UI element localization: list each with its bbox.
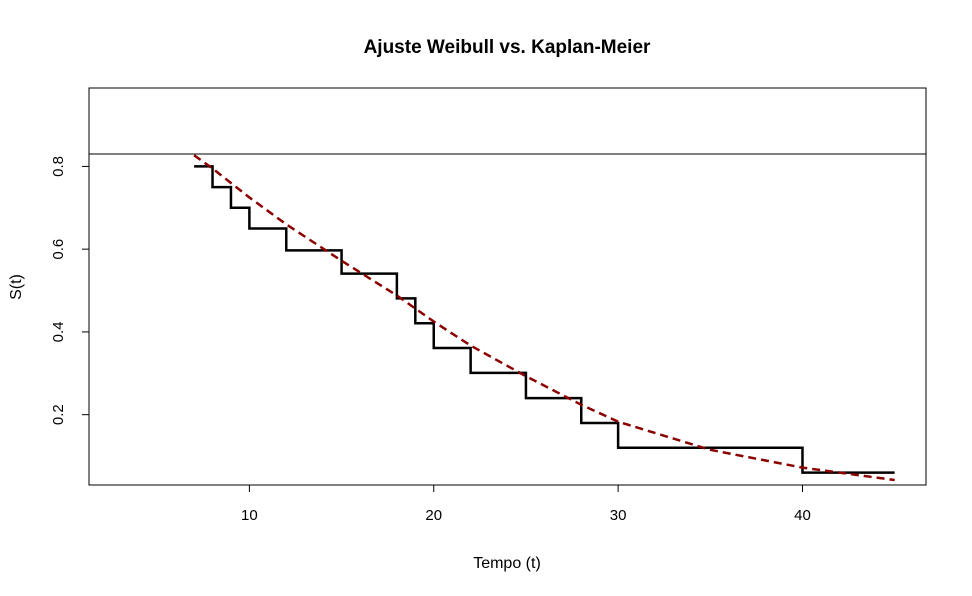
x-axis-label: Tempo (t) bbox=[473, 555, 541, 572]
series-layer bbox=[193, 154, 895, 482]
y-axis: 0.2 0.4 0.6 0.8 bbox=[50, 156, 89, 425]
y-axis-label: S(t) bbox=[8, 274, 25, 300]
y-tick-label: 0.2 bbox=[50, 404, 67, 425]
y-tick-label: 0.6 bbox=[50, 239, 67, 260]
chart-title: Ajuste Weibull vs. Kaplan-Meier bbox=[364, 37, 651, 58]
x-tick-label: 40 bbox=[794, 507, 811, 524]
y-tick-label: 0.8 bbox=[50, 156, 67, 177]
km-step-line bbox=[194, 165, 895, 474]
x-axis: 10 20 30 40 bbox=[241, 485, 811, 524]
x-tick-label: 20 bbox=[425, 507, 442, 524]
y-tick-label: 0.4 bbox=[50, 321, 67, 342]
plot-frame bbox=[88, 87, 927, 486]
x-tick-label: 30 bbox=[610, 507, 627, 524]
weibull-curve bbox=[193, 154, 895, 482]
x-tick-label: 10 bbox=[241, 507, 258, 524]
